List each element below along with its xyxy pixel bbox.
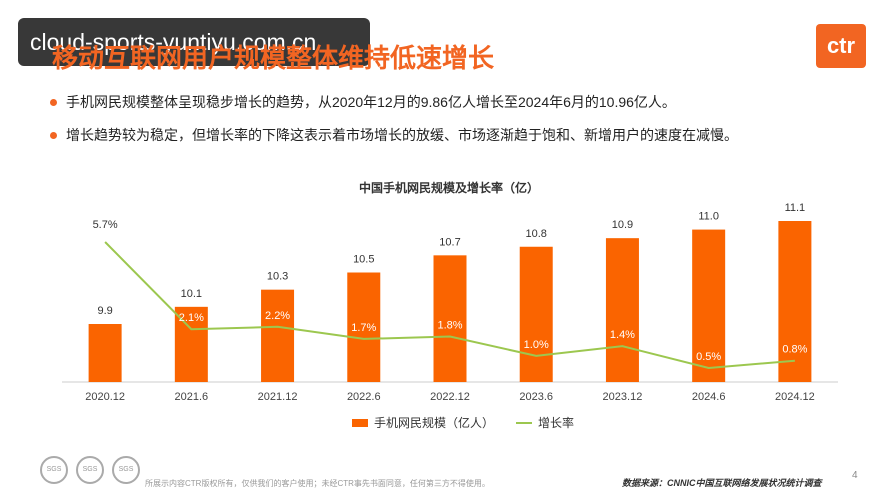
chart-title: 中国手机网民规模及增长率（亿）: [359, 180, 539, 195]
legend-bar-label: 手机网民规模（亿人）: [374, 416, 495, 430]
page-title: 移动互联网用户规模整体维持低速增长: [52, 43, 495, 73]
ctr-logo: ctr: [816, 24, 866, 68]
x-tick-label: 2024.12: [775, 391, 815, 403]
copyright-footnote: 所展示内容CTR版权所有，仅供我们的客户使用；未经CTR事先书面同意，任何第三方…: [145, 479, 490, 488]
bar-value-label: 10.9: [612, 219, 633, 231]
footer: SGS SGS SGS 所展示内容CTR版权所有，仅供我们的客户使用；未经CTR…: [0, 456, 889, 490]
rate-value-label: 1.4%: [610, 329, 635, 341]
rate-value-label: 1.7%: [351, 322, 376, 334]
bar-2021.12: [261, 289, 295, 382]
bar-value-label: 10.3: [267, 271, 288, 283]
bullet-text: 手机网民规模整体呈现稳步增长的趋势，从2020年12月的9.86亿人增长至202…: [66, 94, 676, 110]
x-tick-label: 2022.6: [347, 391, 381, 403]
legend-line-label: 增长率: [538, 416, 575, 430]
sgs-seal-icon: SGS: [40, 456, 68, 484]
bar-2022.12: [433, 255, 467, 382]
bar-value-label: 10.5: [353, 254, 374, 266]
watermark-banner: cloud-sports-yuntiyu.com.cn: [18, 18, 370, 66]
bar-value-label: 10.7: [439, 236, 460, 248]
x-tick-label: 2021.6: [175, 391, 209, 403]
rate-value-label: 2.1%: [179, 312, 204, 324]
legend-bar-swatch: [352, 418, 368, 427]
bullet-item: 增长趋势较为稳定，但增长率的下降这表示着市场增长的放缓、市场逐渐趋于饱和、新增用…: [50, 123, 738, 147]
page-number: 4: [852, 470, 858, 481]
rate-value-label: 5.7%: [93, 219, 118, 231]
sgs-seal-icon: SGS: [76, 456, 104, 484]
rate-value-label: 1.0%: [524, 339, 549, 351]
sgs-seal-icon: SGS: [112, 456, 140, 484]
legend-item-line: 增长率: [516, 414, 574, 431]
data-source: 数据来源：CNNIC中国互联网络发展状况统计调查: [622, 478, 822, 488]
bullet-dot-icon: [50, 98, 57, 106]
bar-value-label: 10.1: [181, 288, 202, 300]
x-tick-label: 2024.6: [692, 391, 726, 403]
x-tick-label: 2023.6: [519, 391, 553, 403]
legend-item-bar: 手机网民规模（亿人）: [352, 414, 494, 431]
bullet-item: 手机网民规模整体呈现稳步增长的趋势，从2020年12月的9.86亿人增长至202…: [50, 90, 738, 114]
bullet-text: 增长趋势较为稳定，但增长率的下降这表示着市场增长的放缓、市场逐渐趋于饱和、新增用…: [66, 127, 738, 143]
rate-value-label: 1.8%: [437, 320, 462, 332]
bar-2020.12: [88, 324, 122, 382]
bar-2022.6: [347, 272, 381, 382]
bar-value-label: 11.0: [698, 211, 719, 223]
bar-2023.6: [519, 246, 553, 382]
bullet-list: 手机网民规模整体呈现稳步增长的趋势，从2020年12月的9.86亿人增长至202…: [50, 90, 738, 156]
x-tick-label: 2022.12: [430, 391, 470, 403]
legend-line-swatch: [516, 421, 533, 424]
bullet-dot-icon: [50, 131, 57, 139]
certification-seals: SGS SGS SGS: [40, 456, 148, 484]
bar-2024.6: [692, 229, 726, 382]
bar-2023.12: [605, 238, 639, 382]
bar-value-label: 10.8: [526, 228, 547, 240]
rate-value-label: 2.2%: [265, 310, 290, 322]
x-tick-label: 2020.12: [85, 391, 125, 403]
rate-value-label: 0.5%: [696, 351, 721, 363]
bar-2024.12: [778, 221, 812, 382]
rate-value-label: 0.8%: [782, 344, 807, 356]
growth-rate-line: [104, 241, 795, 370]
bar-value-label: 11.1: [785, 202, 806, 214]
bar-value-label: 9.9: [97, 305, 112, 317]
x-tick-label: 2023.12: [603, 391, 643, 403]
chart-legend: 手机网民规模（亿人） 增长率: [352, 414, 596, 431]
x-tick-label: 2021.12: [258, 391, 298, 403]
